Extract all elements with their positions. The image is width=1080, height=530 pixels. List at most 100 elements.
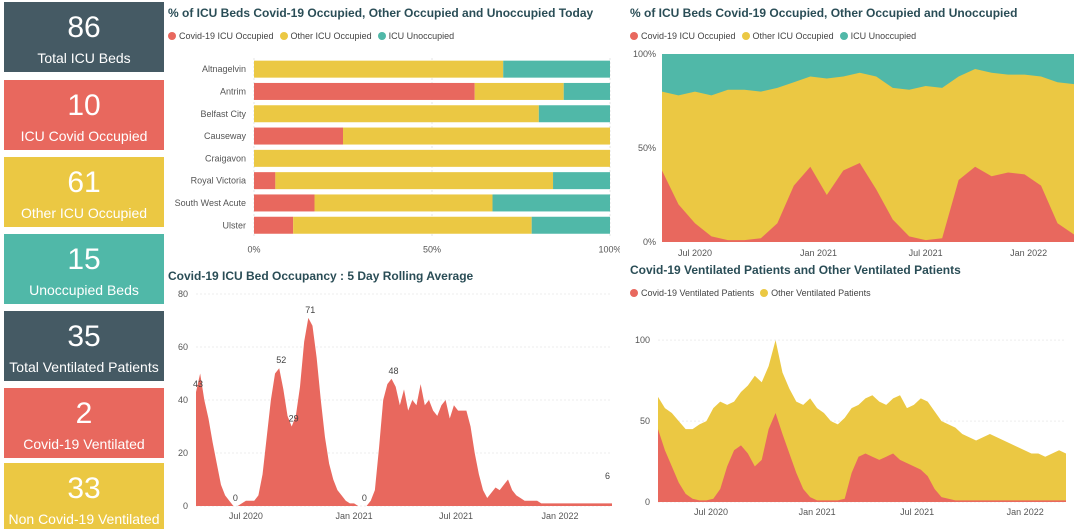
kpi-label: Covid-19 Ventilated xyxy=(23,436,145,452)
bar-segment xyxy=(531,216,610,234)
legend-dot xyxy=(760,289,769,297)
chart-rolling: 0 20 40 60 80 43 0 52 29 71 0 48 6 Jul 2020 Jan 2021 Ju… xyxy=(178,289,612,521)
bar-segment xyxy=(492,194,610,212)
data-label: 52 xyxy=(276,355,286,365)
legend-label: ICU Unoccupied xyxy=(388,31,455,41)
bar-segment xyxy=(254,105,539,123)
chart-title-rolling: Covid-19 ICU Bed Occupancy : 5 Day Rolli… xyxy=(168,269,474,283)
bar-segment xyxy=(538,105,610,123)
y-tick-label: Belfast City xyxy=(200,109,246,119)
bar-segment xyxy=(254,194,315,212)
bar-segment xyxy=(254,60,504,78)
data-label: 0 xyxy=(233,493,238,503)
kpi-label: Total Ventilated Patients xyxy=(9,359,159,375)
bar-segment xyxy=(275,172,554,190)
kpi-label: Non Covid-19 Ventilated xyxy=(8,511,160,527)
area-covid xyxy=(662,163,1074,242)
kpi-label: Unoccupied Beds xyxy=(29,282,139,298)
data-label: 43 xyxy=(193,379,203,389)
legend-item[interactable]: Covid-19 ICU Occupied xyxy=(168,31,274,41)
bar-segment xyxy=(293,216,532,234)
bar-segment xyxy=(254,82,475,100)
y-tick-label: Craigavon xyxy=(205,153,246,163)
y-tick-label: 50% xyxy=(638,143,656,153)
y-tick-label: 100% xyxy=(633,49,656,59)
chart-today: 0% 50% 100% Altnagelvin Antrim Belfast City Ca… xyxy=(175,58,620,254)
legend-dot xyxy=(741,32,750,40)
bar-segment xyxy=(503,60,610,78)
legend-item[interactable]: Other ICU Occupied xyxy=(741,31,834,41)
legend-dot xyxy=(839,32,848,40)
x-tick-label: Jul 2021 xyxy=(439,511,473,521)
legend-label: ICU Unoccupied xyxy=(850,31,917,41)
y-tick-label: 20 xyxy=(178,448,188,458)
x-tick-label: Jul 2020 xyxy=(694,507,728,517)
legend-dot xyxy=(377,32,386,40)
kpi-total-ventilated: 35 Total Ventilated Patients xyxy=(4,311,164,381)
kpi-value: 33 xyxy=(67,472,101,505)
x-tick-label: Jul 2021 xyxy=(900,507,934,517)
legend-dot xyxy=(630,32,638,40)
legend-dot xyxy=(630,289,638,297)
y-tick-label: 50 xyxy=(640,416,650,426)
legend-pct-time: Covid-19 ICU Occupied Other ICU Occupied… xyxy=(630,31,922,41)
y-tick-label: 100 xyxy=(635,335,650,345)
y-tick-label: Altnagelvin xyxy=(202,64,246,74)
bar-segment xyxy=(254,149,610,167)
kpi-label: ICU Covid Occupied xyxy=(20,128,148,144)
kpi-unoccupied-beds: 15 Unoccupied Beds xyxy=(4,234,164,304)
kpi-other-icu-occupied: 61 Other ICU Occupied xyxy=(4,157,164,227)
x-tick-label: 0% xyxy=(247,244,260,254)
legend-label: Covid-19 Ventilated Patients xyxy=(641,288,755,298)
kpi-non-covid-ventilated: 33 Non Covid-19 Ventilated xyxy=(4,463,164,529)
kpi-covid-ventilated: 2 Covid-19 Ventilated xyxy=(4,388,164,458)
chart-pct-time: 0% 50% 100% Jul 2020 Jan 2021 Jul 2021 Jan 202… xyxy=(633,49,1074,258)
x-tick-label: Jan 2021 xyxy=(336,511,373,521)
legend-item[interactable]: ICU Unoccupied xyxy=(377,31,455,41)
x-tick-label: 50% xyxy=(423,244,441,254)
x-tick-label: Jan 2022 xyxy=(541,511,578,521)
x-tick-label: Jan 2021 xyxy=(800,248,837,258)
area-covid-ventilated xyxy=(658,413,1066,502)
legend-item[interactable]: ICU Unoccupied xyxy=(839,31,917,41)
x-tick-label: Jan 2022 xyxy=(1010,248,1047,258)
kpi-total-icu-beds: 86 Total ICU Beds xyxy=(4,2,164,72)
y-tick-label: Causeway xyxy=(204,131,247,141)
chart-title-pct-time: % of ICU Beds Covid-19 Occupied, Other O… xyxy=(630,6,1018,20)
x-tick-label: 100% xyxy=(598,244,620,254)
bar-segment xyxy=(254,127,343,145)
legend-ventilated: Covid-19 Ventilated Patients Other Venti… xyxy=(630,288,877,298)
legend-item[interactable]: Covid-19 Ventilated Patients xyxy=(630,288,754,298)
data-label: 29 xyxy=(289,414,299,424)
kpi-label: Total ICU Beds xyxy=(37,50,131,66)
kpi-value: 35 xyxy=(67,320,101,353)
bar-segment xyxy=(474,82,564,100)
bar-segment xyxy=(553,172,610,190)
y-tick-label: Ulster xyxy=(222,220,246,230)
data-label: 6 xyxy=(605,471,610,481)
y-tick-label: 80 xyxy=(178,289,188,299)
bar-segment xyxy=(254,172,276,190)
y-tick-label: 60 xyxy=(178,342,188,352)
legend-dot xyxy=(168,32,176,40)
y-tick-label: 0 xyxy=(183,501,188,511)
legend-label: Other Ventilated Patients xyxy=(771,288,871,298)
legend-item[interactable]: Other Ventilated Patients xyxy=(760,288,871,298)
x-tick-label: Jan 2022 xyxy=(1007,507,1044,517)
y-tick-label: 0 xyxy=(645,497,650,507)
kpi-icu-covid-occupied: 10 ICU Covid Occupied xyxy=(4,80,164,150)
bar-segment xyxy=(254,216,294,234)
chart-ventilated: 0 50 100 Jul 2020 Jan 2021 Jul 2021 Jan 2022 xyxy=(635,335,1066,517)
y-tick-label: South West Acute xyxy=(175,198,246,208)
data-label: 48 xyxy=(389,366,399,376)
y-tick-label: 0% xyxy=(643,237,656,247)
kpi-value: 61 xyxy=(67,166,101,199)
x-tick-label: Jan 2021 xyxy=(799,507,836,517)
kpi-label: Other ICU Occupied xyxy=(20,205,148,221)
kpi-value: 10 xyxy=(67,89,101,122)
legend-item[interactable]: Covid-19 ICU Occupied xyxy=(630,31,736,41)
legend-label: Other ICU Occupied xyxy=(290,31,372,41)
legend-item[interactable]: Other ICU Occupied xyxy=(279,31,372,41)
legend-label: Covid-19 ICU Occupied xyxy=(179,31,274,41)
bar-segment xyxy=(563,82,610,100)
